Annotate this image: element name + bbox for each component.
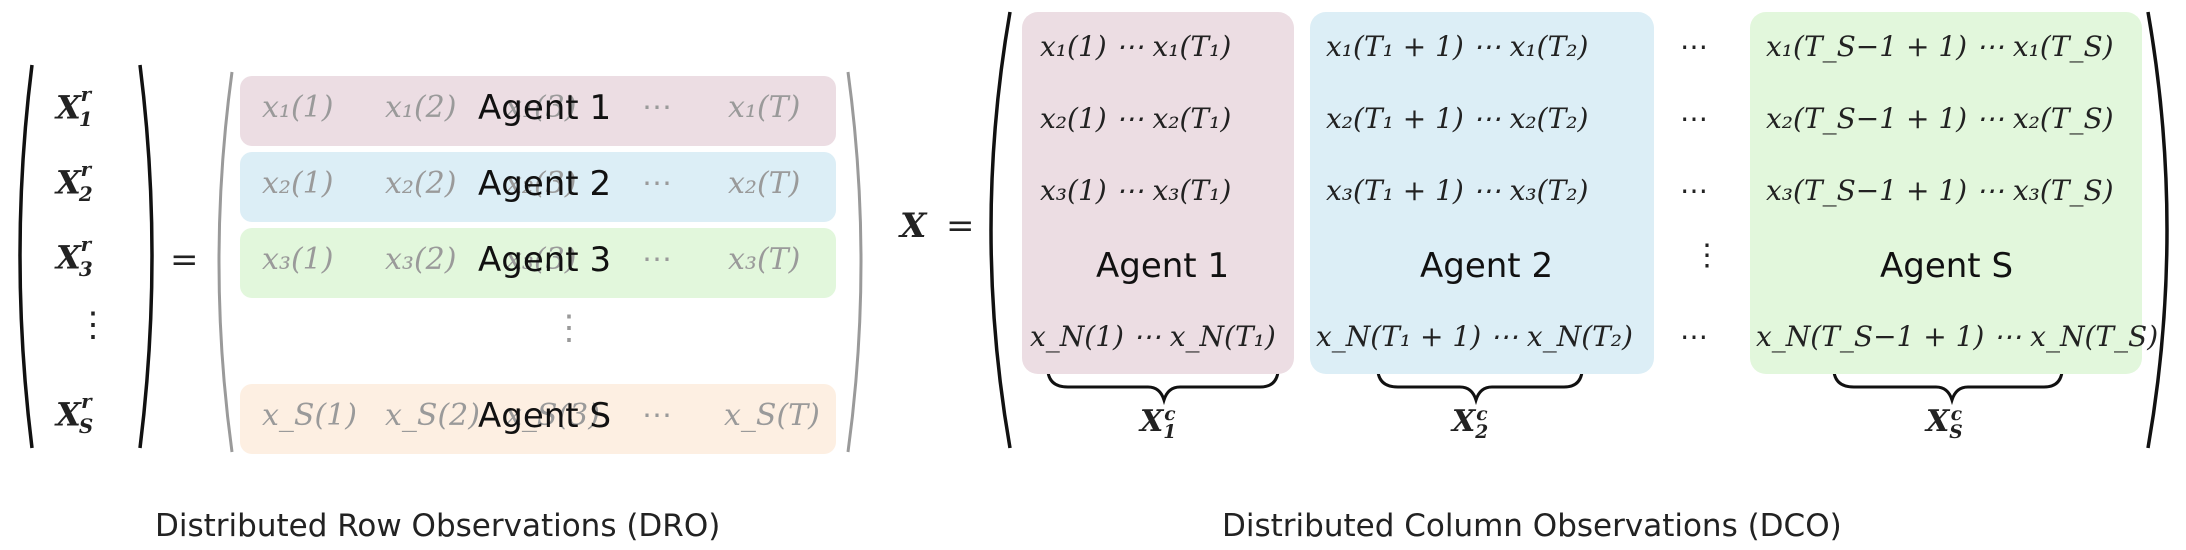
dro-cell: x₁(2) <box>385 90 457 125</box>
dro-cell: x_S(3) <box>505 398 600 433</box>
brace-agent-s <box>1832 371 2064 406</box>
dco-equals-sign: = <box>946 206 975 246</box>
dco-agent-label-2: Agent 2 <box>1420 246 1554 286</box>
dro-cell: x_S(2) <box>385 398 480 433</box>
dro-cell: ⋯ <box>642 90 672 125</box>
dro-agent-label-1: Agent 1 <box>478 88 612 128</box>
brace-label-2: X2c <box>1452 404 1489 443</box>
brace-agent-1 <box>1046 371 1280 406</box>
dco-agent-label-1: Agent 1 <box>1096 246 1230 286</box>
brace-label-s: XSc <box>1926 404 1963 443</box>
dro-row-agent-2 <box>240 152 836 222</box>
dco-cell: x₁(T_S−1 + 1) ⋯ x₁(T_S) <box>1766 30 2114 63</box>
dco-cell: x₂(1) ⋯ x₂(T₁) <box>1040 102 1232 135</box>
dco-cell: x₂(T₁ + 1) ⋯ x₂(T₂) <box>1326 102 1589 135</box>
dro-equals-sign: = <box>170 240 199 280</box>
dco-cell: x₃(T₁ + 1) ⋯ x₃(T₂) <box>1326 174 1589 207</box>
dro-cell: x_S(T) <box>724 398 820 433</box>
dro-cell: x₁(T) <box>728 90 801 125</box>
dco-cell: x₂(T_S−1 + 1) ⋯ x₂(T_S) <box>1766 102 2114 135</box>
dro-cell: ⋯ <box>642 398 672 433</box>
dro-cell: x_S(1) <box>262 398 357 433</box>
dro-vdots: ⋮ <box>552 308 586 348</box>
dco-agent-label-s: Agent S <box>1880 246 2014 286</box>
dco-middle-dots: ⋯ <box>1680 320 1708 353</box>
dco-cell: x₃(T_S−1 + 1) ⋯ x₃(T_S) <box>1766 174 2114 207</box>
dro-cell: x₂(T) <box>728 166 801 201</box>
dro-agent-label-2: Agent 2 <box>478 164 612 204</box>
dro-cell: x₃(3) <box>505 242 577 277</box>
vector-entry-1: X1r <box>56 82 93 132</box>
dco-cell: x₁(1) ⋯ x₁(T₁) <box>1040 30 1232 63</box>
dco-cell: x_N(T_S−1 + 1) ⋯ x_N(T_S) <box>1756 320 2159 353</box>
dro-row-agent-s <box>240 384 836 454</box>
dro-agent-label-s: Agent S <box>478 396 612 436</box>
dro-cell: ⋯ <box>642 242 672 277</box>
dro-caption: Distributed Row Observations (DRO) <box>155 508 721 544</box>
dro-row-agent-3 <box>240 228 836 298</box>
vector-entry-2: X2r <box>56 157 93 207</box>
dco-block-agent-1 <box>1022 12 1294 374</box>
dco-middle-dots: ⋯ <box>1680 102 1708 135</box>
dco-cell: x_N(1) ⋯ x_N(T₁) <box>1030 320 1276 353</box>
dco-cell: x₃(1) ⋯ x₃(T₁) <box>1040 174 1232 207</box>
dco-cell: x_N(T₁ + 1) ⋯ x_N(T₂) <box>1316 320 1633 353</box>
vector-entry-3: X3r <box>56 232 93 282</box>
dro-cell: x₂(3) <box>505 166 577 201</box>
dro-row-agent-1 <box>240 76 836 146</box>
dro-cell: x₁(3) <box>505 90 577 125</box>
vector-vdots: ⋮ <box>76 305 110 345</box>
dro-cell: x₃(2) <box>385 242 457 277</box>
dco-lhs: X <box>900 206 927 246</box>
dco-block-agent-2 <box>1310 12 1654 374</box>
brace-agent-2 <box>1376 371 1584 406</box>
brace-label-1: X1c <box>1140 404 1177 443</box>
dco-cell: x₁(T₁ + 1) ⋯ x₁(T₂) <box>1326 30 1589 63</box>
dro-cell: ⋯ <box>642 166 672 201</box>
dro-cell: x₁(1) <box>262 90 334 125</box>
dro-cell: x₃(T) <box>728 242 801 277</box>
dco-middle-dots: ⋯ <box>1680 174 1708 207</box>
dco-middle-vdots: ⋮ <box>1692 238 1722 273</box>
dco-middle-dots: ⋯ <box>1680 30 1708 63</box>
dro-cell: x₃(1) <box>262 242 334 277</box>
dco-caption: Distributed Column Observations (DCO) <box>1222 508 1842 544</box>
dco-block-agent-s <box>1750 12 2142 374</box>
dro-agent-label-3: Agent 3 <box>478 240 612 280</box>
dro-cell: x₂(1) <box>262 166 334 201</box>
dro-cell: x₂(2) <box>385 166 457 201</box>
vector-entry-s: XSr <box>56 389 94 439</box>
